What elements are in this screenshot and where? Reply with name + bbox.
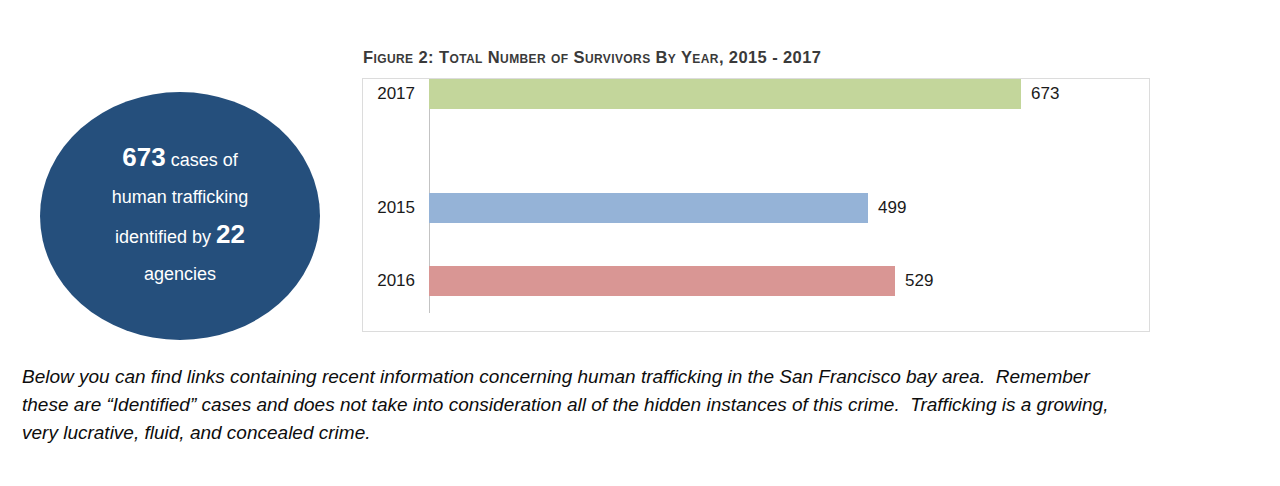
category-label: 2015	[363, 198, 415, 218]
category-label: 2017	[363, 84, 415, 104]
big-number-22: 22	[216, 219, 245, 249]
value-label: 673	[1031, 84, 1059, 104]
bar-row-2016: 2016 529	[363, 266, 1149, 296]
bar-2016	[429, 266, 895, 296]
infographic-ellipse: 673 cases of human trafficking identifie…	[40, 92, 320, 340]
document-page: 673 cases of human trafficking identifie…	[0, 0, 1280, 486]
paragraph-line: very lucrative, fluid, and concealed cri…	[22, 419, 1272, 447]
bar-row-2017: 2017 673	[363, 79, 1149, 109]
bar-row-2015: 2015 499	[363, 193, 1149, 223]
figure-caption: Figure 2: Total Number of Survivors By Y…	[363, 48, 821, 67]
value-label: 499	[878, 198, 906, 218]
infographic-pre-3: identified by	[115, 227, 216, 247]
paragraph-line: Below you can find links containing rece…	[22, 363, 1272, 391]
bar-2017	[429, 79, 1021, 109]
big-number-673: 673	[122, 142, 165, 172]
bar-chart: 2015 499 2016 529 2017 673	[362, 78, 1150, 332]
infographic-line-2: human trafficking	[112, 187, 249, 207]
infographic-text: 673 cases of human trafficking identifie…	[112, 139, 249, 293]
value-label: 529	[905, 271, 933, 291]
infographic-rest-1: cases of	[166, 150, 238, 170]
infographic-line-4: agencies	[144, 264, 216, 284]
paragraph-line: these are “Identified” cases and does no…	[22, 391, 1272, 419]
body-paragraph: Below you can find links containing rece…	[22, 363, 1272, 447]
category-label: 2016	[363, 271, 415, 291]
bar-2015	[429, 193, 868, 223]
